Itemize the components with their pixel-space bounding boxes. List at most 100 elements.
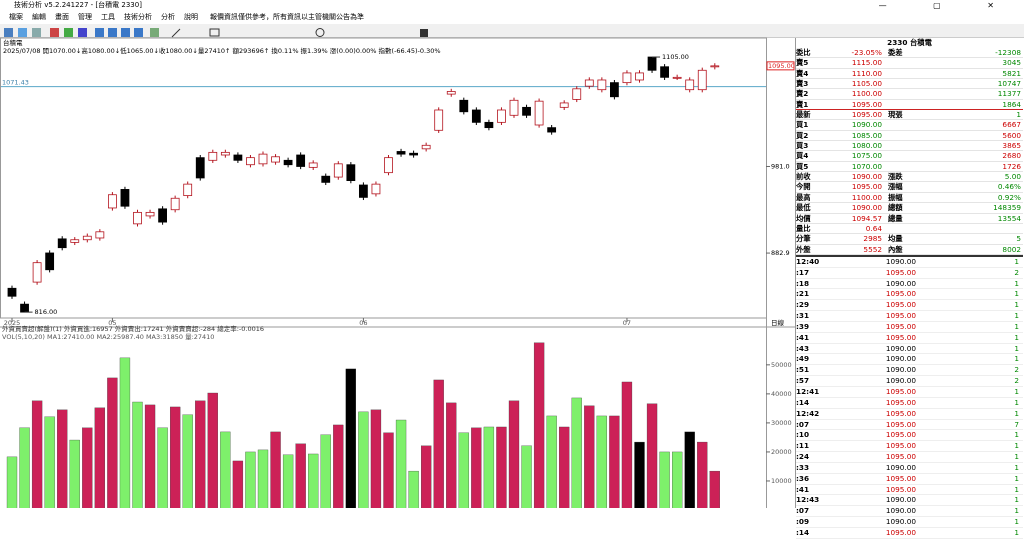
candle-body [358, 184, 368, 198]
quote-cell: 賣1 [796, 99, 809, 109]
quote-row: 前收 1090.00 漲跌 5.00 [796, 172, 1023, 183]
quote-cell [882, 120, 948, 129]
menu-item[interactable]: 檔案 [9, 13, 23, 21]
volume-bar [257, 449, 269, 508]
tick-cell: 1095.00 [885, 311, 916, 321]
quote-cell: 0.46% [997, 182, 1021, 192]
tool-icon[interactable] [108, 28, 117, 37]
tick-row: :07 1095.00 7 [796, 420, 1023, 431]
tick-row: 12:42 1095.00 1 [796, 409, 1023, 420]
quote-cell: 賣3 [796, 79, 809, 89]
menu-item[interactable]: 分析 [161, 13, 175, 21]
tick-cell: 1090.00 [885, 365, 916, 375]
tick-cell: 1090.00 [885, 495, 916, 505]
quote-row: 買3 1080.00 3865 [796, 141, 1023, 152]
volume-bar [559, 426, 570, 508]
tool-icon[interactable] [420, 29, 428, 37]
quote-cell: 1075.00 [851, 151, 882, 161]
candle-body [685, 79, 695, 91]
quote-cell: 0.64 [865, 223, 882, 233]
tick-cell: :51 [796, 365, 810, 375]
tool-icon[interactable] [64, 28, 73, 37]
chart-title: 台積電 [3, 38, 23, 47]
candle-body [497, 109, 506, 123]
tick-cell: 1 [1014, 527, 1019, 537]
tool-icon[interactable] [32, 28, 41, 37]
tool-icon[interactable] [78, 28, 87, 37]
quote-cell [882, 131, 948, 140]
y-tick-label: 10000 [771, 477, 792, 485]
tick-cell: :14 [796, 397, 810, 407]
candle-body [195, 157, 205, 179]
tick-cell: 12:40 [796, 256, 820, 266]
volume-bar [596, 415, 607, 508]
tool-icon[interactable] [50, 28, 59, 37]
tick-cell: 12:42 [796, 408, 820, 418]
tool-icon[interactable] [209, 28, 220, 37]
volume-bar [458, 432, 469, 508]
tool-icon[interactable] [171, 28, 181, 38]
tick-row: :57 1090.00 2 [796, 376, 1023, 387]
tick-cell: 1095.00 [885, 441, 916, 451]
tool-icon[interactable] [150, 28, 159, 37]
last-price-box [766, 61, 795, 71]
menu-item[interactable]: 畫面 [55, 13, 69, 21]
quote-row: 最高 1100.00 振幅 0.92% [796, 193, 1023, 204]
tool-icon[interactable] [121, 28, 130, 37]
menu-item[interactable]: 技術分析 [124, 13, 152, 21]
volume-bar [697, 441, 708, 508]
tick-cell: :57 [796, 376, 810, 386]
quote-cell: 賣5 [796, 58, 809, 68]
volume-bar [157, 427, 168, 508]
volume-bar [433, 379, 444, 508]
tick-cell: 1095.00 [885, 300, 916, 310]
volume-bar [659, 451, 670, 508]
candle-body [20, 303, 29, 313]
tick-row: :18 1090.00 1 [796, 279, 1023, 290]
tick-cell: 1095.00 [885, 408, 916, 418]
quote-cell: 1864 [1002, 99, 1021, 109]
indicator-title: 外資買賣超(解盤)(1) 外資買進:16957 外資賣出:17241 外資賣賣超… [2, 324, 264, 333]
menu-item[interactable]: 工具 [101, 13, 115, 21]
window-controls[interactable]: — ▢ ✕ [878, 1, 1016, 10]
quote-cell: 總量 [888, 213, 903, 223]
quote-cell: 2680 [1002, 151, 1021, 161]
menu-item[interactable]: 說明 [184, 13, 198, 21]
tick-cell: :49 [796, 354, 810, 364]
menu-item[interactable]: 管理 [78, 13, 92, 21]
candle-body [346, 164, 356, 182]
quote-cell: 148359 [993, 203, 1021, 213]
tool-icon[interactable] [4, 28, 13, 37]
quote-cell: 最低 [796, 203, 811, 213]
tick-cell: :09 [796, 517, 810, 527]
tick-cell: 1 [1014, 332, 1019, 342]
tick-cell: 2 [1014, 267, 1019, 277]
tool-icon[interactable] [18, 28, 27, 37]
candle-body [183, 183, 193, 197]
quote-cell: 5552 [863, 244, 882, 254]
tool-icon[interactable] [95, 28, 104, 37]
tick-cell: 1095.00 [885, 267, 916, 277]
tool-icon[interactable] [134, 28, 143, 37]
candle-body [32, 262, 42, 283]
candle-body [484, 121, 494, 129]
candle-body [220, 151, 230, 156]
tick-cell: 1095.00 [885, 321, 916, 331]
quote-cell: 外盤 [796, 244, 811, 254]
x-tick-label: 05 [108, 319, 116, 327]
tool-icon[interactable] [315, 28, 325, 37]
chart: 台積電 2025/07/08 開1070.00↓高1080.00↓低1065.0… [0, 37, 795, 508]
tick-cell: 1 [1014, 343, 1019, 353]
candle-body [660, 66, 669, 78]
menu-item[interactable]: 編輯 [32, 13, 46, 21]
tick-cell: 1 [1014, 517, 1019, 527]
candle-body [283, 159, 293, 166]
quote-panel: 2330 台積電 委比 -23.05% 委差 -12308 賣5 1115.00 3045 賣… [795, 38, 1023, 539]
quote-cell: 1085.00 [851, 130, 882, 140]
tick-cell: 1 [1014, 311, 1019, 321]
tick-cell: 1 [1014, 321, 1019, 331]
quote-cell: 前收 [796, 172, 811, 182]
candle-body [409, 152, 419, 156]
interval-label: 日線 [771, 318, 785, 327]
quote-cell: 漲幅 [888, 182, 903, 192]
